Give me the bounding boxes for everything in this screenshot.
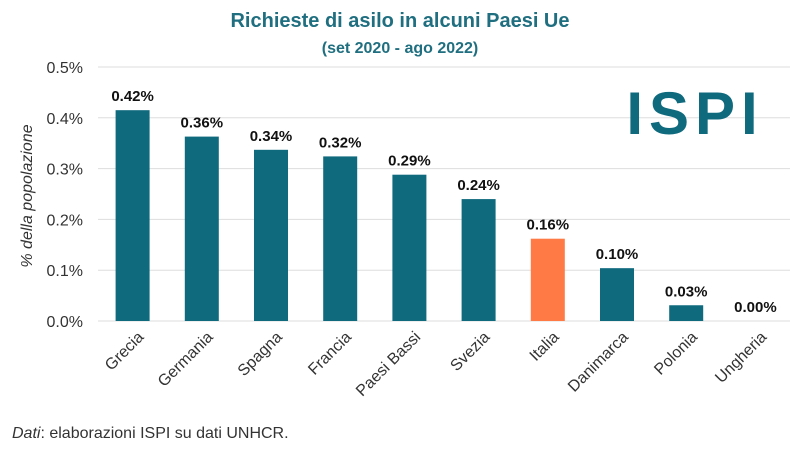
category-label: Francia bbox=[305, 329, 355, 379]
bar bbox=[115, 110, 150, 322]
source-label: Dati bbox=[12, 425, 41, 442]
data-label: 0.36% bbox=[181, 115, 224, 132]
y-axis-ticks: 0.0% 0.1% 0.2% 0.3% 0.4% 0.5% bbox=[47, 60, 83, 331]
category-label: Paesi Bassi bbox=[353, 329, 424, 400]
ispi-logo: ISPI bbox=[626, 80, 763, 147]
source-note: Dati: elaborazioni ISPI su dati UNHCR. bbox=[12, 425, 289, 443]
bar bbox=[530, 238, 565, 321]
y-axis-label: % della popolazione bbox=[19, 124, 36, 267]
bar bbox=[600, 268, 634, 321]
data-label: 0.00% bbox=[734, 299, 777, 316]
chart-subtitle: (set 2020 - ago 2022) bbox=[322, 40, 479, 57]
chart-title: Richieste di asilo in alcuni Paesi Ue bbox=[230, 10, 569, 32]
source-text: : elaborazioni ISPI su dati UNHCR. bbox=[40, 425, 289, 442]
y-tick-label: 0.4% bbox=[47, 111, 83, 128]
category-label: Svezia bbox=[447, 329, 493, 375]
data-label: 0.42% bbox=[111, 88, 154, 105]
category-label: Ungheria bbox=[712, 329, 770, 387]
bar bbox=[392, 174, 427, 321]
y-tick-label: 0.3% bbox=[47, 162, 83, 179]
data-label: 0.24% bbox=[457, 177, 500, 194]
category-label: Polonia bbox=[651, 329, 701, 379]
data-label: 0.29% bbox=[388, 153, 431, 170]
y-tick-label: 0.5% bbox=[47, 60, 83, 77]
data-label: 0.34% bbox=[250, 128, 293, 145]
data-label: 0.10% bbox=[596, 246, 639, 263]
bar bbox=[669, 305, 704, 321]
y-tick-label: 0.0% bbox=[47, 314, 83, 331]
category-label: Spagna bbox=[235, 329, 286, 380]
data-label: 0.32% bbox=[319, 134, 362, 151]
data-label: 0.16% bbox=[527, 217, 570, 234]
bar bbox=[184, 136, 219, 321]
category-label: Italia bbox=[527, 329, 563, 365]
category-label: Grecia bbox=[102, 329, 147, 374]
category-label: Germania bbox=[155, 329, 217, 391]
data-label: 0.03% bbox=[665, 283, 708, 300]
bars bbox=[115, 110, 704, 322]
bar bbox=[323, 156, 358, 321]
category-label: Danimarca bbox=[565, 329, 632, 396]
y-tick-label: 0.2% bbox=[47, 212, 83, 229]
bar bbox=[254, 149, 288, 321]
ispi-logo-text: ISPI bbox=[626, 80, 763, 147]
y-tick-label: 0.1% bbox=[47, 263, 83, 280]
bar bbox=[461, 199, 496, 321]
data-labels: 0.42% 0.36% 0.34% 0.32% 0.29% 0.24% 0.16% 0.10%… bbox=[111, 88, 776, 316]
